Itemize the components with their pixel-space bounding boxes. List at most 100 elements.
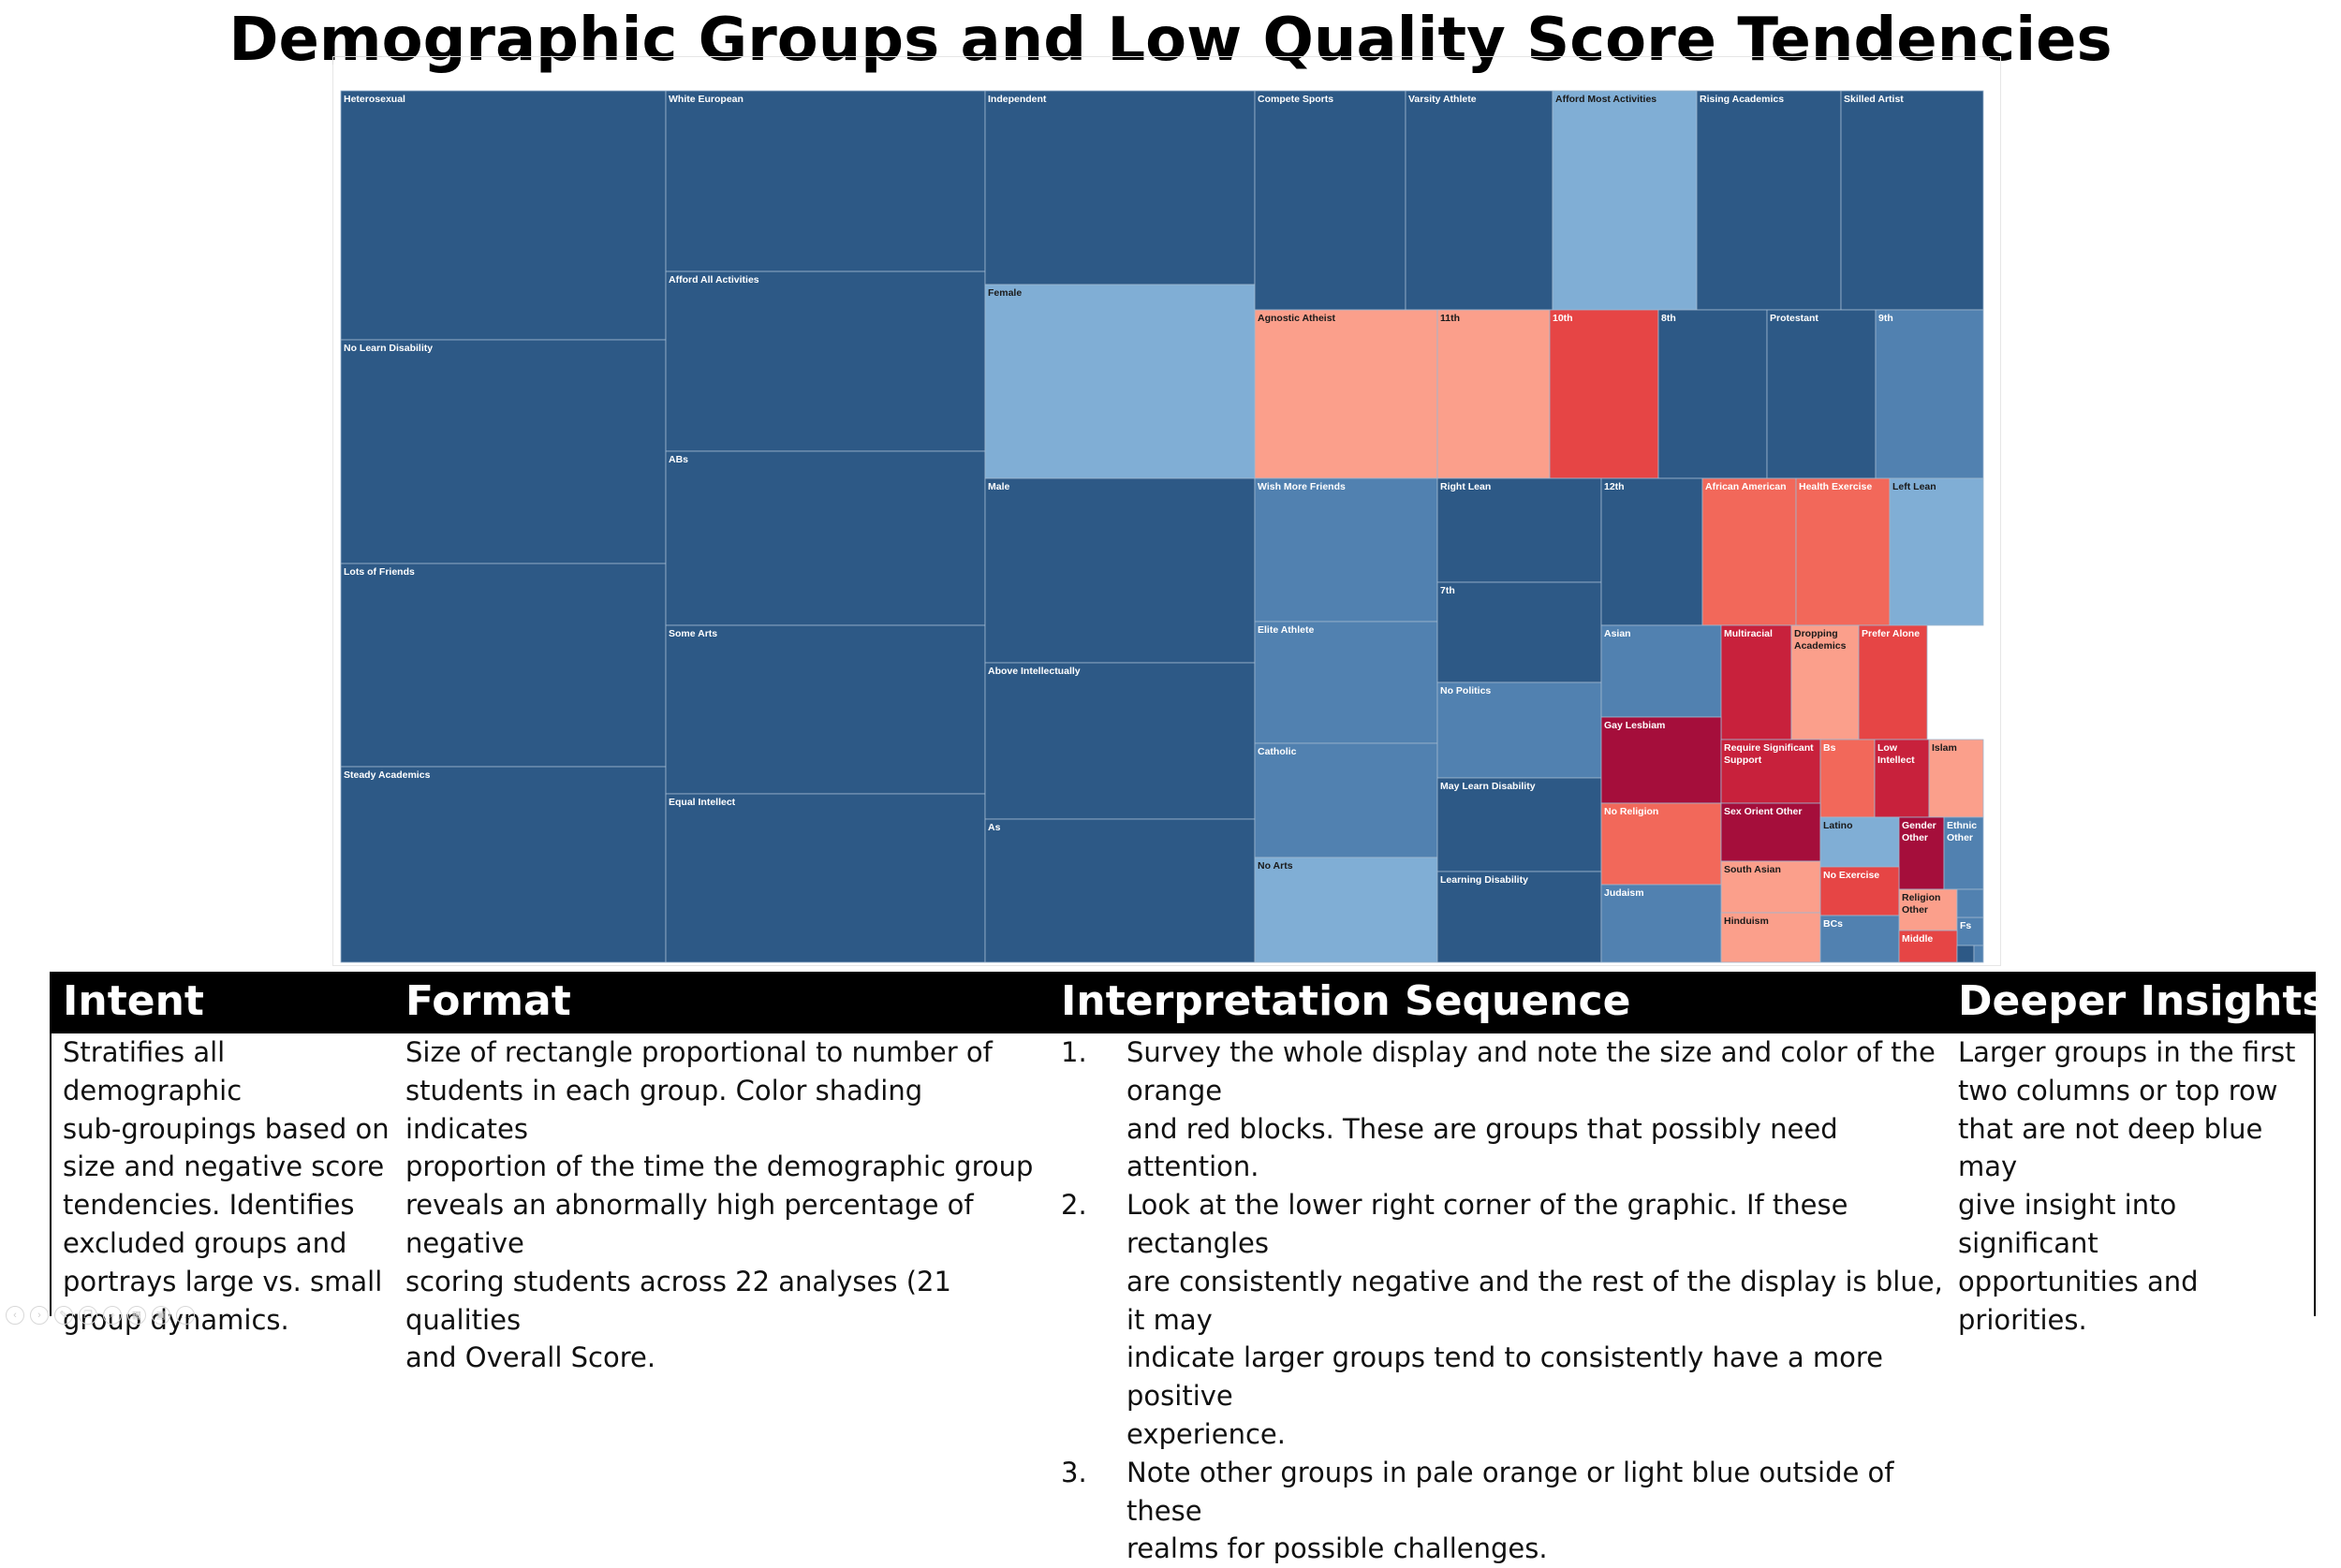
treemap-cell[interactable]: Gay Lesbiam [1600, 716, 1722, 804]
treemap-cell[interactable]: Equal Intellect [665, 793, 986, 963]
copy-icon[interactable]: ❐ [79, 1306, 97, 1325]
treemap-rect [1875, 309, 1984, 479]
treemap-cell[interactable]: Wish More Friends [1254, 477, 1438, 623]
pen-icon[interactable]: ✎ [54, 1306, 73, 1325]
treemap-cell[interactable]: Some Arts [665, 624, 986, 795]
treemap-cell[interactable]: No Learn Disability [340, 339, 667, 564]
treemap-cell[interactable]: Islam [1928, 739, 1984, 818]
treemap-cell[interactable]: No Arts [1254, 857, 1438, 963]
treemap-cell[interactable]: Female [984, 284, 1256, 479]
treemap-rect [1436, 777, 1602, 872]
treemap-cell[interactable]: Ethnic Other [1943, 816, 1984, 890]
treemap-cell[interactable]: Independent [984, 90, 1256, 286]
treemap-cell[interactable]: Latino [1819, 816, 1900, 868]
treemap-cell[interactable]: Heterosexual [340, 90, 667, 341]
treemap-cell[interactable]: 11th [1436, 309, 1551, 479]
treemap-rect [1819, 915, 1900, 963]
treemap-cell[interactable]: BCs [1819, 915, 1900, 963]
treemap-label: 12th [1604, 481, 1625, 492]
treemap-cell[interactable]: Catholic [1254, 742, 1438, 858]
treemap-rect [1600, 624, 1722, 718]
step-line: experience. [1126, 1417, 1286, 1450]
next-icon[interactable]: › [30, 1306, 49, 1325]
insights-line: that are not deep blue may [1958, 1112, 2263, 1183]
treemap-cell[interactable]: 12th [1600, 477, 1703, 626]
treemap-label: No Politics [1440, 685, 1491, 696]
grid-icon[interactable]: ▦ [127, 1306, 146, 1325]
treemap-rect [665, 624, 986, 795]
treemap-label: Sex Orient Other [1724, 806, 1802, 817]
treemap-cell[interactable]: African American [1701, 477, 1797, 626]
treemap-cell[interactable]: Judaism [1600, 884, 1722, 963]
treemap-rect [1898, 888, 1958, 931]
step-line: are consistently negative and the rest o… [1126, 1265, 1943, 1336]
treemap-cell[interactable]: Middle [1898, 930, 1958, 963]
treemap-label: Learning Disability [1440, 874, 1528, 886]
treemap-cell[interactable]: South Asian [1720, 860, 1821, 914]
treemap-cell[interactable]: 10th [1549, 309, 1659, 479]
treemap-cell[interactable]: Learning Disability [1436, 871, 1602, 963]
treemap-cell[interactable]: Bs [1819, 739, 1876, 818]
camera-icon[interactable]: ▣ [152, 1306, 170, 1325]
treemap-cell[interactable]: ABs [665, 450, 986, 626]
intent-text: Stratifies all demographic sub-groupings… [63, 1033, 400, 1339]
treemap-cell[interactable]: Asian [1600, 624, 1722, 718]
treemap-label: Rising Academics [1700, 94, 1784, 105]
treemap-cell[interactable]: Hinduism [1720, 912, 1821, 963]
treemap-label: No Learn Disability [344, 343, 433, 354]
treemap-cell[interactable]: Agnostic Atheist [1254, 309, 1438, 479]
treemap-cell[interactable]: Skilled Artist [1840, 90, 1984, 311]
prev-icon[interactable]: ‹ [6, 1306, 24, 1325]
treemap-cell[interactable]: Dropping Academics [1790, 624, 1860, 740]
treemap-cell[interactable]: Multiracial [1720, 624, 1792, 740]
more-icon[interactable]: … [176, 1306, 195, 1325]
treemap-cell[interactable]: Lots of Friends [340, 563, 667, 768]
treemap-cell[interactable]: Elite Athlete [1254, 621, 1438, 744]
treemap-cell[interactable]: Protestant [1766, 309, 1877, 479]
step-line: Survey the whole display and note the si… [1126, 1036, 1936, 1106]
treemap-rect [1657, 309, 1768, 479]
treemap-cell[interactable]: Sex Orient Other [1720, 802, 1821, 862]
treemap-cell[interactable]: Gender Other [1898, 816, 1945, 890]
treemap-cell[interactable]: Afford All Activities [665, 271, 986, 452]
treemap-cell[interactable]: Right Lean [1436, 477, 1602, 583]
treemap-label: Above Intellectually [988, 666, 1081, 677]
format-line: proportion of the time the demographic g… [405, 1150, 1034, 1183]
treemap-cell[interactable]: Afford Most Activities [1552, 90, 1698, 311]
treemap-cell[interactable]: Male [984, 477, 1256, 664]
treemap-cell[interactable]: Above Intellectually [984, 662, 1256, 820]
treemap-cell[interactable]: No Politics [1436, 681, 1602, 779]
treemap-rect [1552, 90, 1698, 311]
treemap-label: Male [988, 481, 1010, 492]
treemap-cell[interactable]: Religion Other [1898, 888, 1958, 931]
treemap-cell[interactable]: Fs [1956, 916, 1984, 946]
treemap-label: Bs [1823, 742, 1836, 754]
treemap-cell[interactable]: As [984, 818, 1256, 963]
treemap-cell[interactable]: No Religion [1600, 802, 1722, 886]
treemap-cell[interactable]: Steady Academics [340, 766, 667, 963]
treemap-cell[interactable]: Varsity Athlete [1405, 90, 1553, 311]
treemap-rect [1436, 581, 1602, 683]
treemap-cell[interactable]: White European [665, 90, 986, 272]
intent-line: excluded groups and [63, 1226, 347, 1259]
treemap-cell[interactable]: Require Significant Support [1720, 739, 1821, 804]
treemap-rect [1840, 90, 1984, 311]
treemap-cell[interactable]: Low Intellect [1874, 739, 1930, 818]
treemap-cell[interactable]: 8th [1657, 309, 1768, 479]
treemap-rect [665, 793, 986, 963]
treemap-cell[interactable]: May Learn Disability [1436, 777, 1602, 872]
step-line: Note other groups in pale orange or ligh… [1126, 1456, 1894, 1527]
treemap-rect [340, 563, 667, 768]
treemap-cell[interactable]: Left Lean [1889, 477, 1984, 626]
treemap-label: Some Arts [669, 628, 717, 639]
treemap-cell[interactable]: Health Exercise [1795, 477, 1891, 626]
treemap-rect [1874, 739, 1930, 818]
treemap-cell[interactable]: Rising Academics [1696, 90, 1842, 311]
format-line: scoring students across 22 analyses (21 … [405, 1265, 951, 1336]
treemap-cell[interactable]: Compete Sports [1254, 90, 1406, 311]
treemap-cell[interactable]: Prefer Alone [1858, 624, 1928, 740]
zoom-icon[interactable]: ⌕ [103, 1306, 122, 1325]
treemap-cell[interactable]: 7th [1436, 581, 1602, 683]
treemap-cell[interactable]: 9th [1875, 309, 1984, 479]
treemap-cell[interactable]: No Exercise [1819, 866, 1900, 916]
